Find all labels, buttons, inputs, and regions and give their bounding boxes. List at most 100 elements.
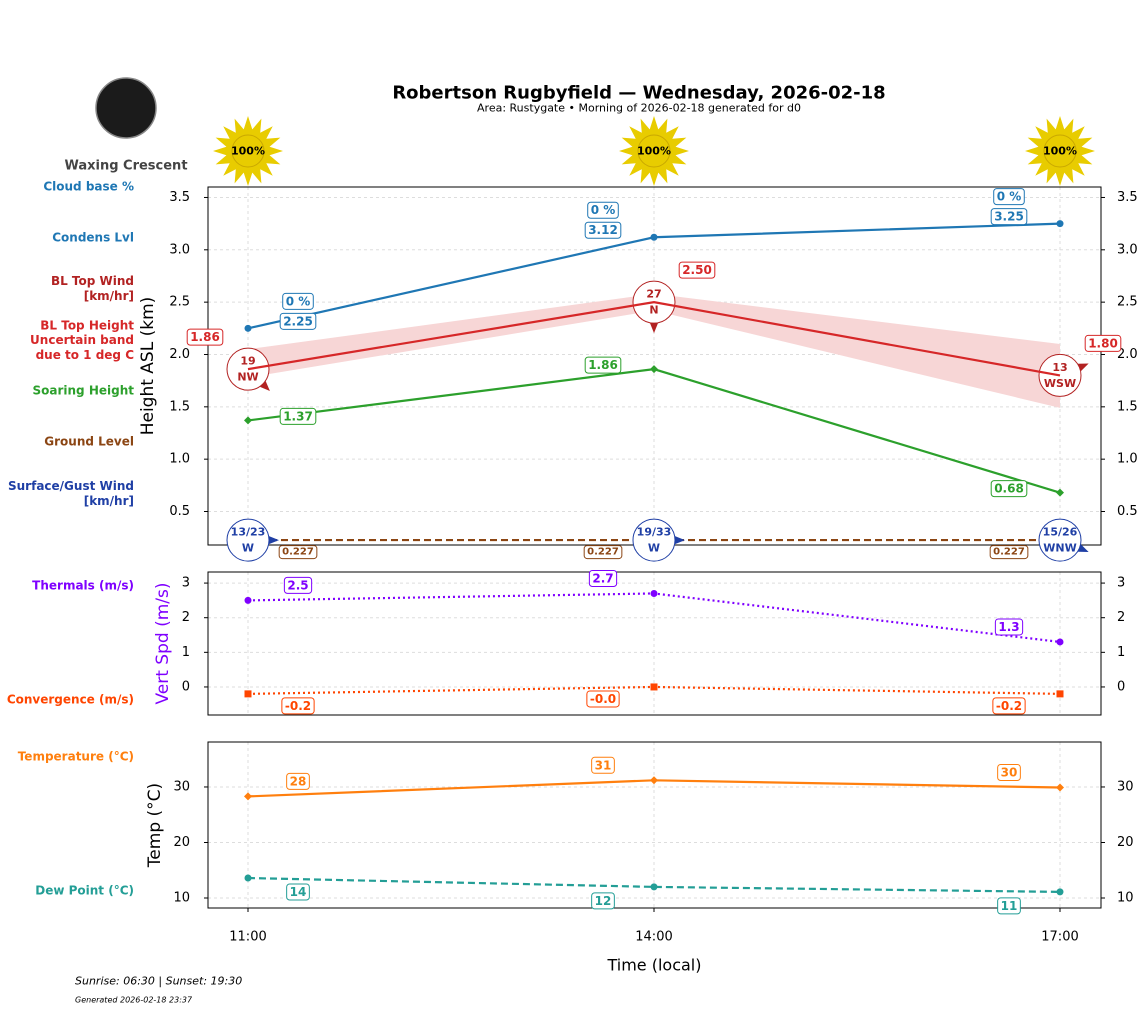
data-label: 2.50 bbox=[678, 261, 716, 279]
label-box bbox=[278, 545, 318, 560]
label-box bbox=[583, 545, 623, 560]
y2-tick-label: 1.0 bbox=[1117, 452, 1138, 467]
data-label-text: 1.37 bbox=[283, 409, 313, 423]
data-label: 1.37 bbox=[279, 407, 317, 425]
y2-tick-label: 3 bbox=[1117, 576, 1125, 591]
chart-title: Robertson Rugbyfield — Wednesday, 2026-0… bbox=[392, 83, 885, 104]
data-label: -0.2 bbox=[992, 697, 1026, 715]
label-box bbox=[281, 697, 315, 715]
point bbox=[244, 324, 252, 332]
data-label: 0 % bbox=[587, 201, 619, 219]
label-box bbox=[186, 328, 224, 346]
data-label: 14 bbox=[286, 883, 310, 901]
y-tick-label: 2 bbox=[182, 610, 190, 625]
label-box bbox=[587, 201, 619, 219]
data-label-text: 2.25 bbox=[283, 314, 313, 328]
moon-phase: Waxing Crescent bbox=[64, 159, 187, 174]
data-label: 0.68 bbox=[990, 480, 1028, 498]
data-label-text: 2.5 bbox=[287, 578, 308, 592]
point bbox=[244, 416, 252, 425]
side-label: Soaring Height bbox=[32, 383, 135, 398]
wind-speed: 19 bbox=[240, 355, 255, 368]
label-box bbox=[286, 883, 310, 901]
wind-arrow bbox=[650, 323, 658, 334]
chart-subtitle: Area: Rustygate • Morning of 2026-02-18 … bbox=[477, 102, 801, 115]
label-box bbox=[1084, 334, 1122, 352]
side-label: Convergence (m/s) bbox=[6, 692, 134, 707]
label-box bbox=[993, 188, 1025, 206]
label-box bbox=[286, 772, 310, 790]
wind-direction: N bbox=[649, 304, 658, 317]
wind-direction: WNW bbox=[1043, 542, 1076, 555]
sun-label: 100% bbox=[637, 145, 671, 158]
data-label-text: 3.25 bbox=[994, 210, 1024, 224]
y-tick-label: 1 bbox=[182, 645, 190, 660]
x-tick-label: 14:00 bbox=[635, 930, 672, 945]
data-label: 3.12 bbox=[584, 221, 622, 239]
data-label-text: 1.80 bbox=[1088, 336, 1118, 350]
generated-note: Generated 2026-02-18 23:37 bbox=[75, 996, 193, 1005]
y-tick-label: 0.5 bbox=[169, 504, 190, 519]
data-label: 2.5 bbox=[283, 576, 313, 594]
sun-label: 100% bbox=[231, 145, 265, 158]
y-tick-label: 2.5 bbox=[169, 295, 190, 310]
y2-tick-label: 3.0 bbox=[1117, 242, 1138, 257]
sun-icon bbox=[1043, 134, 1077, 168]
data-label: 0 % bbox=[993, 188, 1025, 206]
wind-marker bbox=[1038, 518, 1082, 562]
y-tick-label: 3 bbox=[182, 576, 190, 591]
y-tick-label: 20 bbox=[173, 835, 190, 850]
wind-arrow bbox=[269, 536, 279, 545]
data-label: 0 % bbox=[282, 292, 314, 310]
label-box bbox=[584, 221, 622, 239]
data-label-text: 1.3 bbox=[998, 620, 1019, 634]
data-label: 31 bbox=[591, 756, 615, 774]
uncertainty-band bbox=[248, 293, 1060, 408]
sun-icon bbox=[231, 134, 265, 168]
point bbox=[650, 589, 658, 597]
plot-frame bbox=[207, 571, 1102, 716]
point bbox=[650, 883, 658, 891]
data-label: 0.227 bbox=[583, 545, 623, 560]
point bbox=[244, 792, 252, 801]
y-tick-label: 2.0 bbox=[169, 347, 190, 362]
label-box bbox=[989, 545, 1029, 560]
y-tick-label: 0 bbox=[182, 679, 190, 694]
y2-tick-label: 1 bbox=[1117, 645, 1125, 660]
label-box bbox=[283, 576, 313, 594]
y2-tick-label: 20 bbox=[1117, 835, 1134, 850]
label-box bbox=[584, 356, 622, 374]
side-label: BL Top Wind [km/hr] bbox=[50, 274, 134, 303]
label-box bbox=[990, 208, 1028, 226]
y-tick-label: 30 bbox=[173, 779, 190, 794]
wind-speed: 13/23 bbox=[231, 526, 266, 539]
wind-marker bbox=[226, 518, 270, 562]
point bbox=[1056, 690, 1064, 698]
data-label: -0.2 bbox=[281, 697, 315, 715]
wind-speed: 19/33 bbox=[637, 526, 672, 539]
data-label-text: 0.227 bbox=[993, 547, 1025, 558]
side-label: Dew Point (°C) bbox=[35, 883, 134, 898]
wind-marker bbox=[632, 518, 676, 562]
y-axis-label: Temp (°C) bbox=[145, 783, 165, 868]
sun-icon bbox=[637, 134, 671, 168]
series-line bbox=[247, 876, 1061, 893]
y-tick-label: 1.5 bbox=[169, 399, 190, 414]
y2-tick-label: 30 bbox=[1117, 779, 1134, 794]
label-box bbox=[591, 892, 615, 910]
y-tick-label: 3.5 bbox=[169, 190, 190, 205]
data-label-text: 0 % bbox=[997, 190, 1022, 204]
wind-direction: W bbox=[648, 542, 660, 555]
data-label: 2.25 bbox=[279, 312, 317, 330]
data-label-text: 0 % bbox=[591, 203, 616, 217]
point bbox=[244, 690, 252, 698]
data-label-text: 0.227 bbox=[282, 547, 314, 558]
label-box bbox=[279, 407, 317, 425]
data-label-text: -0.2 bbox=[285, 699, 311, 713]
data-label-text: 2.7 bbox=[592, 571, 613, 585]
sun-times: Sunrise: 06:30 | Sunset: 19:30 bbox=[75, 975, 242, 988]
data-label: 0.227 bbox=[278, 545, 318, 560]
point bbox=[650, 365, 658, 374]
data-label-text: 1.86 bbox=[588, 358, 618, 372]
